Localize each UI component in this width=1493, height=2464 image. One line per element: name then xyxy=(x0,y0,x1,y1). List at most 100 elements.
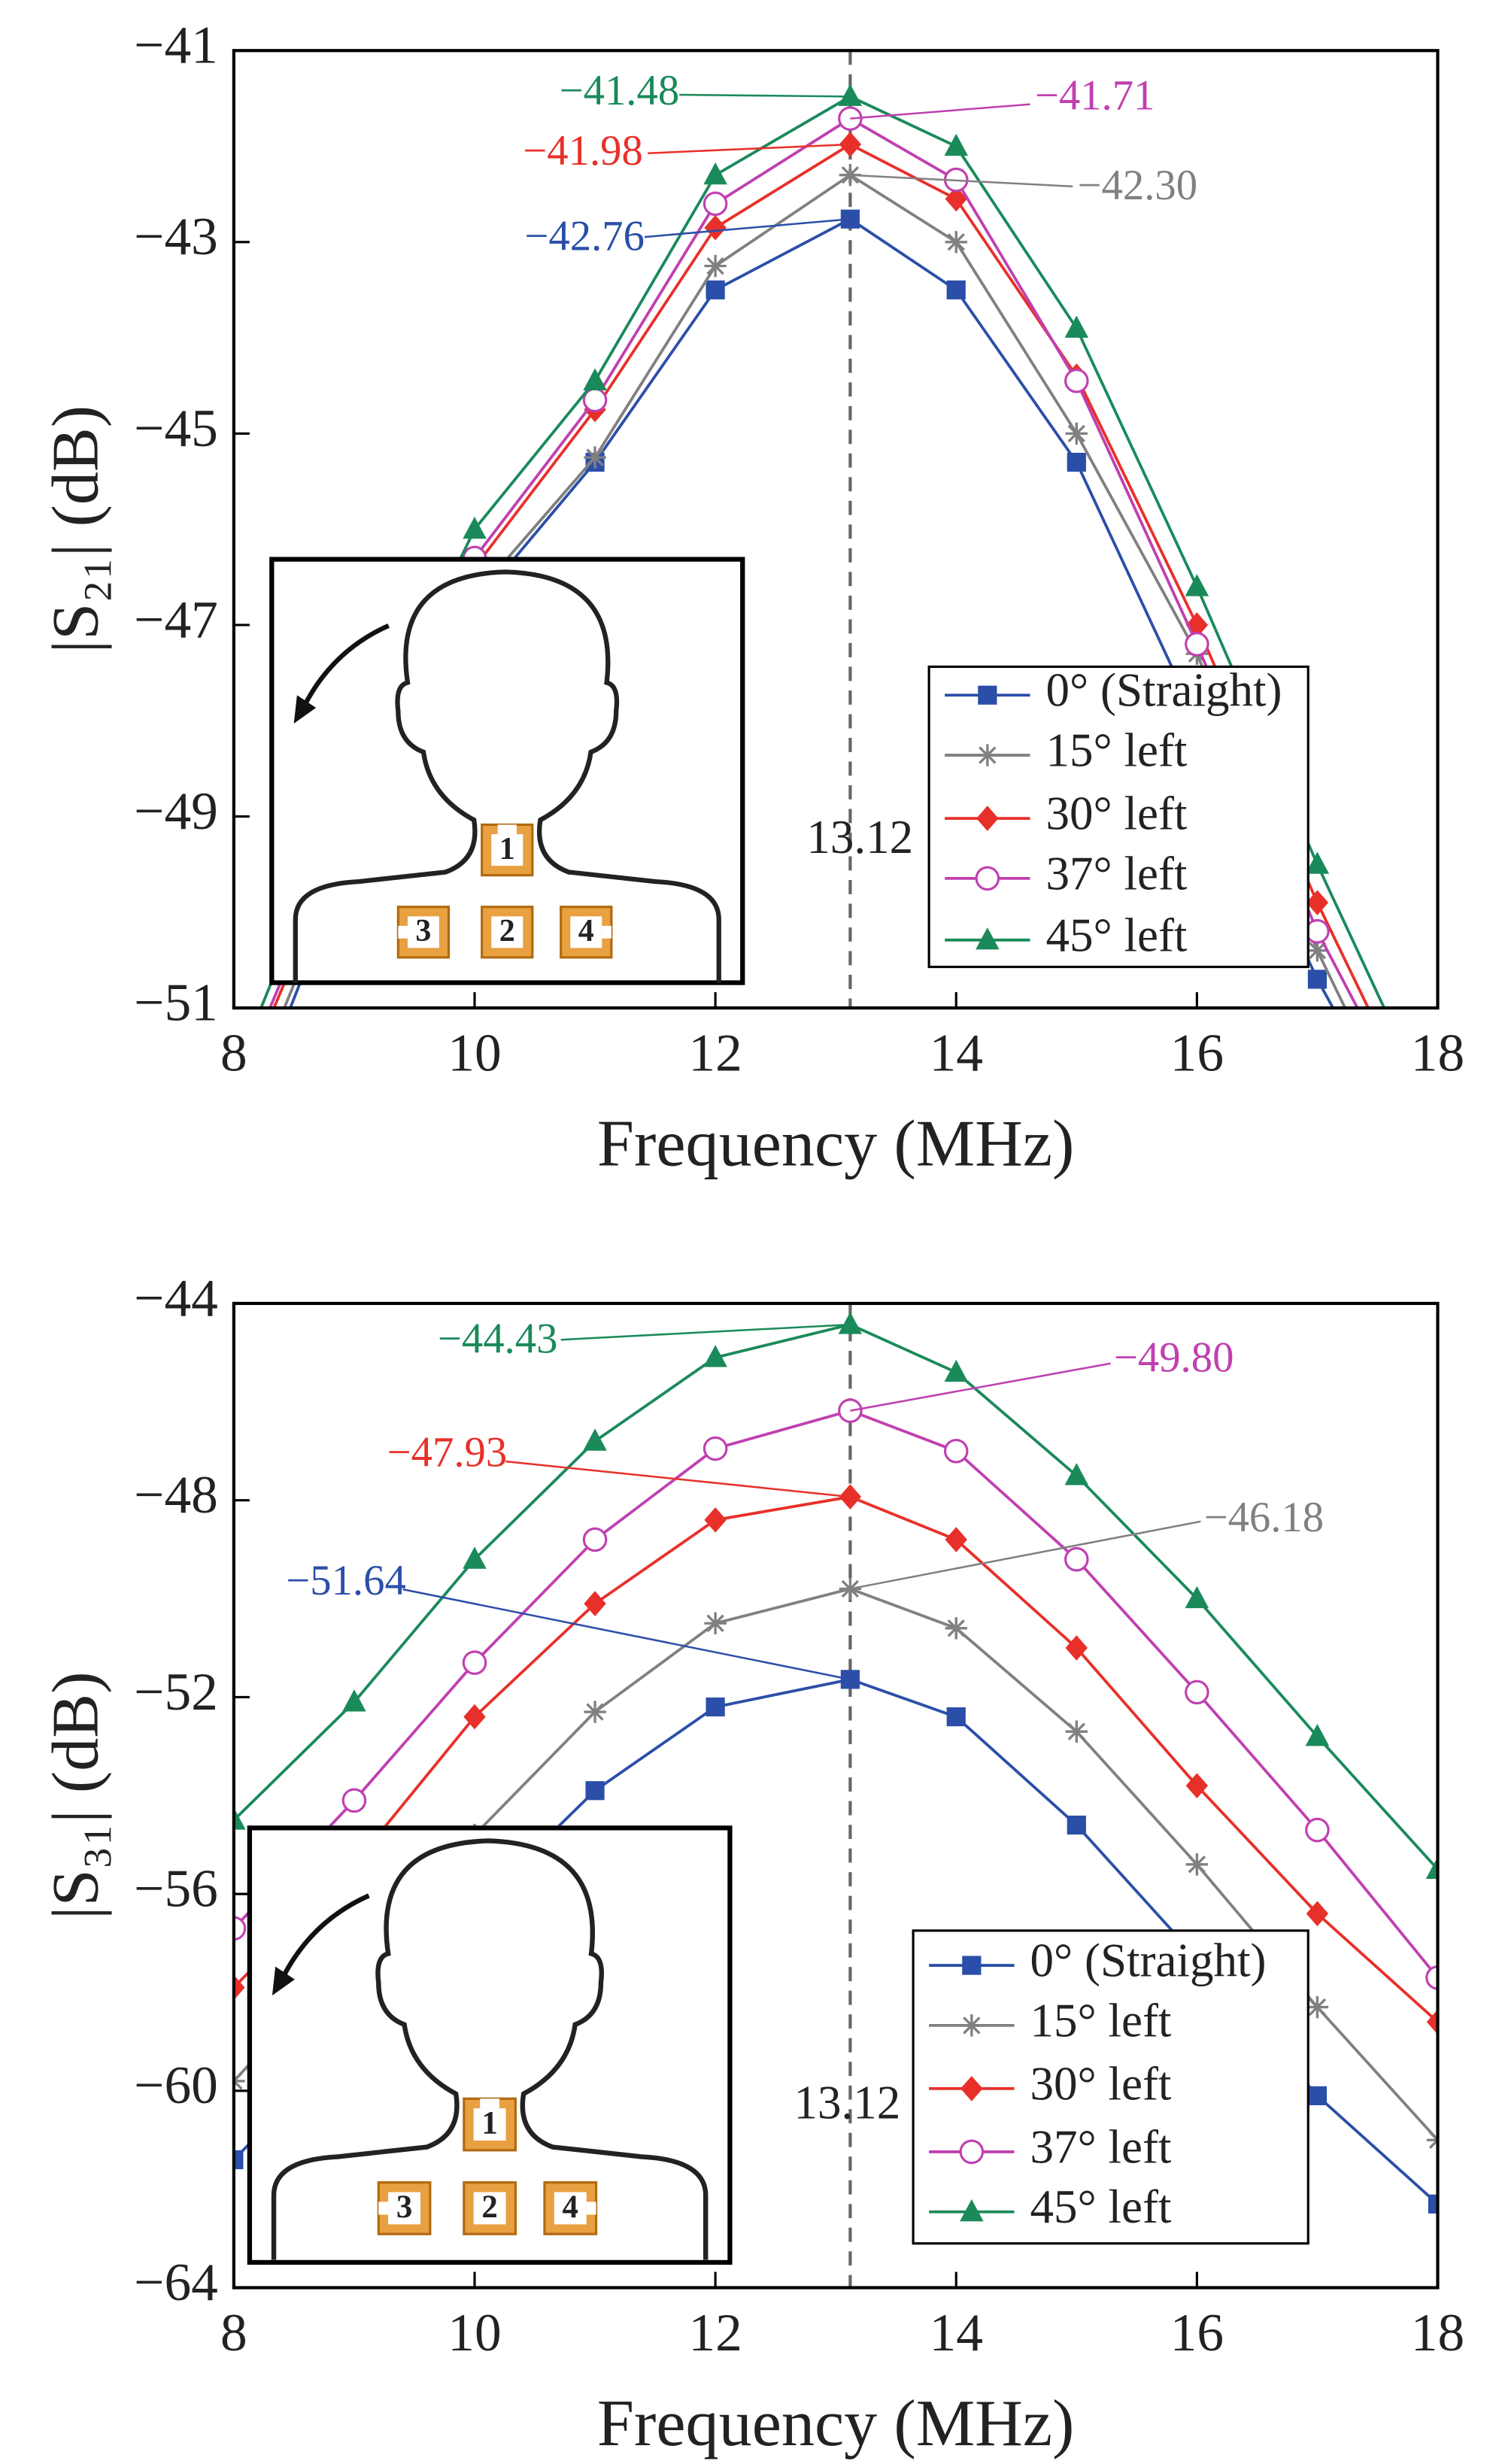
antenna-inner xyxy=(473,2108,506,2141)
rotate-arrowhead xyxy=(293,695,317,724)
marker xyxy=(1185,1586,1209,1609)
legend-label: 0° (Straight) xyxy=(1030,1934,1267,1987)
antenna-inner xyxy=(491,834,523,866)
annotation: −44.43 xyxy=(438,1315,558,1362)
marker xyxy=(704,1612,727,1634)
annotation-leader xyxy=(505,1460,851,1498)
marker xyxy=(976,927,1000,950)
marker xyxy=(960,2076,983,2101)
annotation: −51.64 xyxy=(286,1557,406,1604)
antenna-gap xyxy=(480,2098,499,2109)
antenna-label: 3 xyxy=(396,2189,412,2225)
y-tick-label: −41 xyxy=(134,16,218,75)
x-axis-label: Frequency (MHz) xyxy=(597,1106,1074,1180)
marker xyxy=(1307,2086,1328,2105)
inset: 1 3 2 4 xyxy=(293,569,721,983)
rotate-arrowhead xyxy=(272,1966,295,1996)
marker xyxy=(342,1689,366,1712)
marker xyxy=(944,1359,968,1382)
annotation-leader xyxy=(648,143,851,155)
marker xyxy=(463,516,487,539)
legend-label: 0° (Straight) xyxy=(1046,664,1282,717)
marker xyxy=(1067,452,1086,472)
antenna-label: 1 xyxy=(481,2106,497,2141)
inset: 1 3 2 4 xyxy=(271,1838,709,2260)
annotation: −49.80 xyxy=(1114,1334,1234,1382)
antenna-label: 1 xyxy=(499,832,515,866)
y-tick-label: −52 xyxy=(134,1662,218,1722)
marker xyxy=(223,1121,244,1143)
marker xyxy=(1305,1817,1330,1843)
marker xyxy=(1428,1190,1447,1209)
marker xyxy=(463,1546,487,1569)
marker xyxy=(223,1083,244,1105)
legend-label: 45° left xyxy=(1030,2180,1172,2233)
annotation: −42.30 xyxy=(1078,162,1198,209)
marker xyxy=(1064,1463,1089,1485)
antenna-label: 4 xyxy=(578,914,594,948)
x-tick-label: 14 xyxy=(930,2303,983,2362)
marker xyxy=(583,368,607,390)
antenna-inner xyxy=(570,916,602,948)
vline-label: 13.12 xyxy=(794,2077,901,2129)
y-tick-label: −48 xyxy=(134,1465,218,1525)
x-tick-label: 12 xyxy=(688,2303,742,2362)
marker xyxy=(1065,422,1088,445)
y-tick-label: −47 xyxy=(134,590,218,649)
marker xyxy=(945,186,967,212)
marker xyxy=(584,446,606,469)
y-tick-label: −43 xyxy=(134,207,218,266)
marker xyxy=(233,1807,246,1830)
marker xyxy=(702,191,728,217)
marker xyxy=(223,1091,244,1117)
antenna-gap xyxy=(398,925,408,939)
marker xyxy=(1306,1995,1329,2019)
marker xyxy=(1305,919,1330,944)
marker xyxy=(1305,1723,1330,1746)
antenna-label: 3 xyxy=(415,914,431,948)
marker xyxy=(1065,1635,1088,1661)
marker xyxy=(1306,890,1329,915)
y-axis-label: |S₂₁| (dB) xyxy=(38,405,112,654)
marker xyxy=(1427,1188,1449,1210)
annotation: −41.71 xyxy=(1035,71,1155,119)
x-tick-label: 14 xyxy=(930,1024,983,1083)
marker xyxy=(1306,1901,1329,1927)
marker xyxy=(946,280,966,300)
legend-label: 37° left xyxy=(1046,847,1188,900)
marker xyxy=(1426,1110,1450,1132)
marker xyxy=(943,1438,969,1464)
marker xyxy=(1426,2009,1438,2035)
marker xyxy=(946,1707,966,1727)
marker xyxy=(1427,1139,1449,1164)
y-tick-label: −60 xyxy=(134,2056,218,2115)
head-outline xyxy=(293,569,721,983)
plot-frame xyxy=(232,49,1440,1010)
marker xyxy=(1065,1720,1088,1743)
x-tick-label: 12 xyxy=(688,1024,742,1083)
marker xyxy=(945,1617,967,1640)
antenna-label: 4 xyxy=(563,2189,578,2225)
marker xyxy=(704,1507,727,1533)
rotate-arrow xyxy=(279,1893,370,1981)
x-axis-label: Frequency (MHz) xyxy=(597,2387,1074,2460)
marker xyxy=(1185,1680,1209,1705)
marker xyxy=(1064,369,1089,393)
annotation-leader xyxy=(850,103,1030,120)
marker xyxy=(462,1650,487,1675)
annotation: −47.93 xyxy=(387,1429,508,1476)
marker xyxy=(1307,970,1328,989)
y-tick-label: −51 xyxy=(134,973,218,1033)
antenna-label: 2 xyxy=(481,2189,497,2225)
legend-label: 45° left xyxy=(1046,909,1188,961)
antenna-gap xyxy=(480,2202,490,2215)
x-tick-label: 16 xyxy=(1170,1024,1224,1083)
legend-label: 37° left xyxy=(1030,2120,1172,2173)
marker xyxy=(975,866,1000,891)
series-line xyxy=(233,1323,1438,1871)
head-outline xyxy=(271,1838,709,2260)
marker xyxy=(945,1527,967,1552)
legend-label: 30° left xyxy=(1030,2057,1172,2110)
x-tick-label: 18 xyxy=(1411,1024,1464,1083)
marker xyxy=(1064,1546,1089,1572)
